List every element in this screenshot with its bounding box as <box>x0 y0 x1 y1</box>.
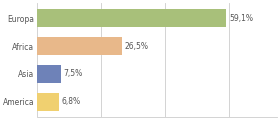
Text: 26,5%: 26,5% <box>125 42 149 51</box>
Text: 59,1%: 59,1% <box>229 14 253 23</box>
Text: 7,5%: 7,5% <box>64 69 83 78</box>
Bar <box>37 65 61 83</box>
Bar <box>37 9 226 27</box>
Bar <box>37 37 122 55</box>
Bar <box>37 93 59 111</box>
Text: 6,8%: 6,8% <box>62 97 81 106</box>
